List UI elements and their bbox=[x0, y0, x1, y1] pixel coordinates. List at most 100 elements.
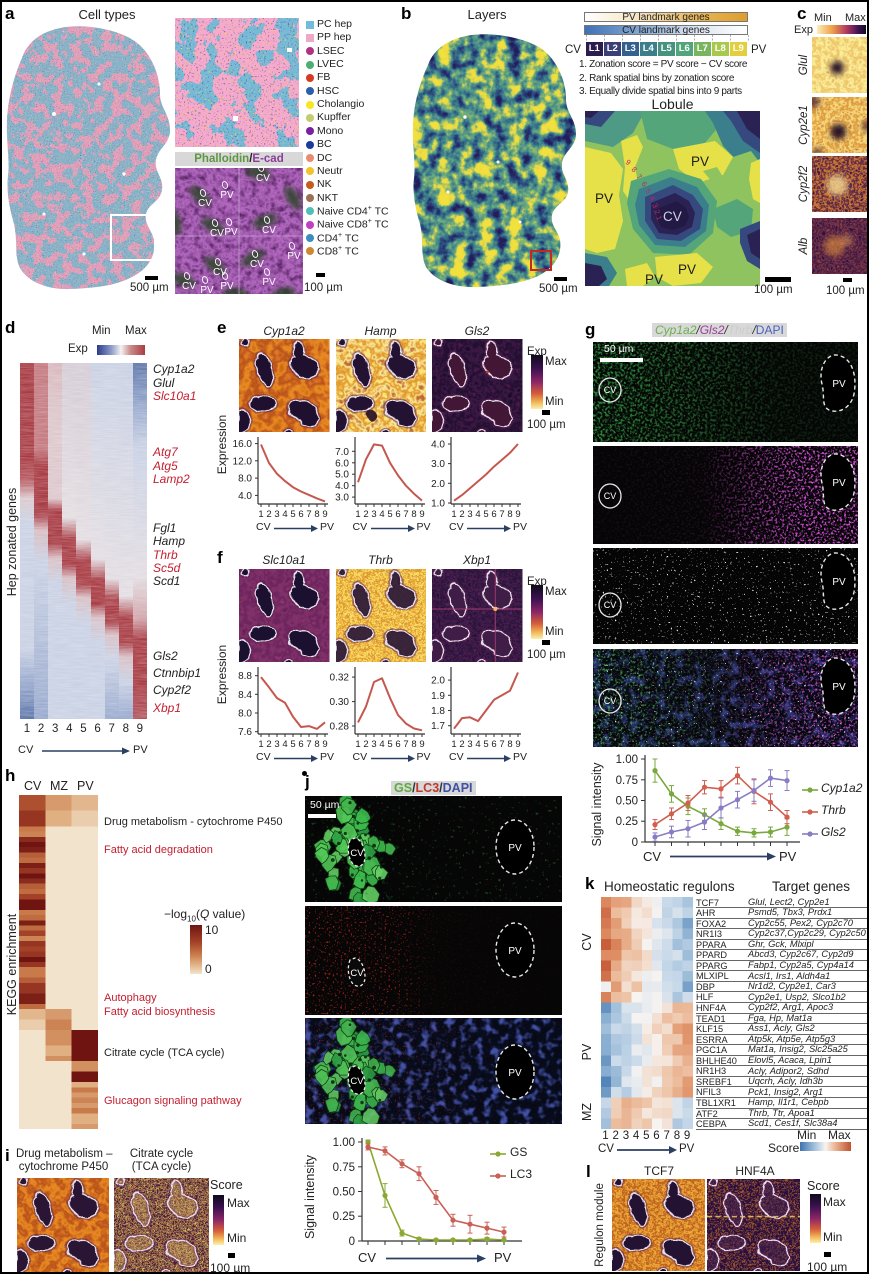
svg-text:4.0: 4.0 bbox=[335, 481, 349, 492]
svg-text:PV: PV bbox=[691, 154, 709, 169]
svg-text:0.75: 0.75 bbox=[616, 775, 638, 787]
svg-text:PV: PV bbox=[832, 379, 846, 390]
svg-text:2.0: 2.0 bbox=[431, 479, 445, 490]
svg-text:1: 1 bbox=[355, 739, 360, 750]
svg-text:8: 8 bbox=[314, 509, 319, 520]
svg-text:1: 1 bbox=[451, 509, 456, 520]
svg-text:7: 7 bbox=[499, 509, 504, 520]
svg-text:CV: CV bbox=[604, 491, 617, 501]
svg-text:CV: CV bbox=[604, 385, 617, 395]
svg-text:5: 5 bbox=[483, 739, 488, 750]
svg-text:7: 7 bbox=[306, 509, 311, 520]
svg-text:8: 8 bbox=[507, 509, 512, 520]
svg-text:0.75: 0.75 bbox=[333, 1162, 355, 1174]
svg-text:3: 3 bbox=[467, 509, 472, 520]
svg-text:CV: CV bbox=[250, 259, 264, 270]
svg-text:CV: CV bbox=[262, 225, 276, 236]
svg-text:7.0: 7.0 bbox=[335, 447, 349, 458]
svg-text:8: 8 bbox=[411, 739, 416, 750]
svg-text:1.9: 1.9 bbox=[431, 691, 445, 702]
svg-text:8.4: 8.4 bbox=[238, 690, 252, 701]
svg-text:0.50: 0.50 bbox=[616, 796, 638, 808]
svg-text:2: 2 bbox=[459, 739, 464, 750]
svg-text:0: 0 bbox=[349, 1236, 355, 1248]
svg-text:1: 1 bbox=[258, 509, 263, 520]
svg-text:5.0: 5.0 bbox=[335, 470, 349, 481]
svg-text:7: 7 bbox=[306, 739, 311, 750]
svg-text:PV: PV bbox=[508, 1068, 522, 1079]
svg-text:7: 7 bbox=[635, 172, 644, 181]
svg-text:2: 2 bbox=[459, 509, 464, 520]
svg-text:9: 9 bbox=[515, 509, 520, 520]
svg-text:2: 2 bbox=[363, 509, 368, 520]
svg-text:CV: CV bbox=[256, 173, 270, 184]
svg-text:9: 9 bbox=[419, 739, 424, 750]
svg-text:1: 1 bbox=[451, 739, 456, 750]
svg-text:5: 5 bbox=[290, 739, 295, 750]
svg-text:CV: CV bbox=[213, 267, 227, 278]
svg-text:5: 5 bbox=[387, 509, 392, 520]
svg-text:PV: PV bbox=[220, 190, 234, 201]
svg-text:1.00: 1.00 bbox=[616, 754, 638, 766]
svg-text:0.28: 0.28 bbox=[329, 722, 349, 733]
svg-text:6: 6 bbox=[491, 739, 496, 750]
svg-text:4: 4 bbox=[647, 194, 657, 202]
svg-text:1: 1 bbox=[258, 739, 263, 750]
svg-text:PV: PV bbox=[224, 227, 238, 238]
svg-text:7: 7 bbox=[499, 739, 504, 750]
svg-text:PV: PV bbox=[287, 251, 301, 262]
svg-text:4: 4 bbox=[379, 739, 384, 750]
svg-text:3: 3 bbox=[650, 202, 660, 210]
svg-text:4: 4 bbox=[475, 509, 480, 520]
svg-text:0: 0 bbox=[632, 837, 638, 849]
svg-text:16.0: 16.0 bbox=[233, 439, 253, 450]
svg-text:6.0: 6.0 bbox=[335, 458, 349, 469]
svg-text:PV: PV bbox=[262, 277, 276, 288]
svg-text:4: 4 bbox=[379, 509, 384, 520]
svg-text:1.0: 1.0 bbox=[431, 499, 445, 510]
svg-text:3: 3 bbox=[274, 739, 279, 750]
svg-text:7.6: 7.6 bbox=[238, 727, 252, 738]
svg-text:6: 6 bbox=[639, 180, 649, 189]
svg-text:9: 9 bbox=[322, 509, 327, 520]
svg-text:6: 6 bbox=[395, 509, 400, 520]
svg-text:1: 1 bbox=[355, 509, 360, 520]
svg-text:0.30: 0.30 bbox=[329, 697, 349, 708]
svg-text:0.25: 0.25 bbox=[616, 816, 638, 828]
svg-text:9: 9 bbox=[624, 157, 633, 167]
svg-text:2.0: 2.0 bbox=[431, 676, 445, 687]
svg-text:CV: CV bbox=[210, 228, 224, 239]
svg-text:PV: PV bbox=[832, 577, 846, 588]
svg-text:8: 8 bbox=[411, 509, 416, 520]
svg-text:3.0: 3.0 bbox=[431, 459, 445, 470]
svg-text:2: 2 bbox=[266, 739, 271, 750]
svg-text:0.25: 0.25 bbox=[333, 1211, 355, 1223]
svg-text:3: 3 bbox=[371, 739, 376, 750]
svg-text:PV: PV bbox=[200, 285, 214, 294]
svg-text:7: 7 bbox=[403, 509, 408, 520]
svg-text:8.0: 8.0 bbox=[238, 474, 252, 485]
svg-text:PV: PV bbox=[832, 478, 846, 489]
svg-text:12.0: 12.0 bbox=[233, 456, 253, 467]
svg-text:PV: PV bbox=[832, 682, 846, 693]
svg-text:5: 5 bbox=[483, 509, 488, 520]
svg-text:0.32: 0.32 bbox=[329, 673, 349, 684]
svg-text:CV: CV bbox=[663, 209, 682, 224]
svg-text:CV: CV bbox=[350, 848, 364, 859]
svg-text:4.0: 4.0 bbox=[238, 491, 252, 502]
svg-text:8.0: 8.0 bbox=[238, 709, 252, 720]
svg-text:9: 9 bbox=[322, 739, 327, 750]
svg-text:3: 3 bbox=[274, 509, 279, 520]
svg-text:CV: CV bbox=[182, 281, 196, 292]
svg-text:3: 3 bbox=[467, 739, 472, 750]
svg-text:PV: PV bbox=[595, 191, 613, 206]
svg-text:4.0: 4.0 bbox=[431, 440, 445, 451]
svg-text:0.50: 0.50 bbox=[333, 1187, 355, 1199]
svg-text:7: 7 bbox=[403, 739, 408, 750]
svg-text:1: 1 bbox=[654, 214, 664, 221]
svg-text:PV: PV bbox=[508, 843, 522, 854]
svg-text:8: 8 bbox=[507, 739, 512, 750]
svg-text:5: 5 bbox=[643, 187, 653, 196]
svg-text:6: 6 bbox=[298, 739, 303, 750]
svg-text:PV: PV bbox=[220, 281, 234, 292]
